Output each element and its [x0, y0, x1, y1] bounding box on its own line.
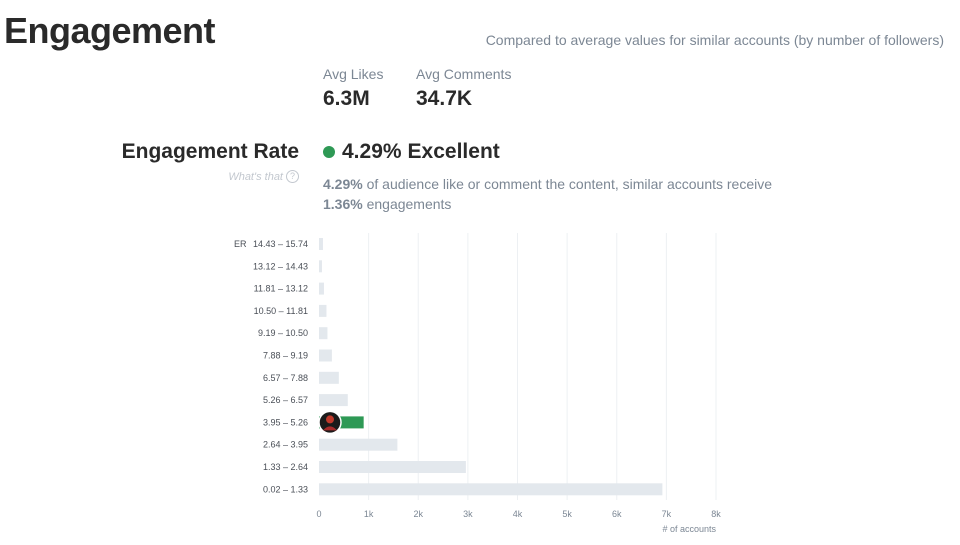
x-tick-label: 3k: [463, 509, 473, 519]
x-tick-label: 0: [316, 509, 321, 519]
page-title: Engagement: [4, 10, 216, 51]
bar: [319, 238, 323, 250]
bar: [319, 260, 322, 273]
engagement-rate-number: 4.29%: [342, 140, 402, 163]
category-label: 13.12 – 14.43: [253, 261, 308, 271]
avg-likes-label: Avg Likes: [323, 66, 384, 82]
engagement-description: 4.29% of audience like or comment the co…: [323, 174, 772, 214]
category-label: 1.33 – 2.64: [263, 462, 308, 472]
x-tick-label: 5k: [562, 509, 572, 519]
bar: [319, 371, 339, 384]
bar: [319, 304, 327, 317]
category-label: 0.02 – 1.33: [263, 484, 308, 494]
engagement-rate-value: 4.29% Excellent: [323, 140, 500, 164]
bar: [319, 483, 663, 496]
category-label: 10.50 – 11.81: [254, 306, 308, 316]
category-label: 7.88 – 9.19: [263, 351, 308, 361]
desc-similar: 1.36%: [323, 196, 363, 212]
avg-likes-value: 6.3M: [323, 87, 370, 110]
bar: [319, 461, 466, 473]
whats-that-link[interactable]: What's that ?: [228, 170, 299, 183]
x-tick-label: 7k: [662, 509, 672, 519]
bar: [319, 282, 324, 295]
x-tick-label: 1k: [364, 509, 374, 519]
category-label: 6.57 – 7.88: [263, 373, 308, 383]
x-tick-label: 4k: [513, 509, 523, 519]
category-label: 2.64 – 3.95: [263, 440, 308, 450]
desc-value: 4.29%: [323, 176, 363, 192]
bar: [319, 349, 332, 362]
bar: [319, 327, 328, 340]
desc-text-2: engagements: [362, 196, 452, 212]
x-tick-label: 8k: [711, 509, 721, 519]
avg-comments-value: 34.7K: [416, 87, 473, 110]
engagement-rate-label: Engagement Rate: [121, 140, 299, 163]
whats-that-text: What's that: [228, 170, 283, 183]
y-axis-label: ER: [234, 239, 247, 249]
avg-comments-label: Avg Comments: [416, 66, 512, 82]
category-label: 3.95 – 5.26: [263, 417, 308, 427]
bar: [319, 438, 398, 451]
x-axis-label: # of accounts: [662, 524, 716, 534]
category-label: 14.43 – 15.74: [253, 239, 308, 249]
x-tick-label: 6k: [612, 509, 622, 519]
engagement-rating: Excellent: [407, 140, 500, 163]
category-label: 5.26 – 6.57: [263, 395, 308, 405]
category-label: 9.19 – 10.50: [258, 328, 308, 338]
bar: [319, 394, 348, 407]
comparison-note: Compared to average values for similar a…: [485, 32, 944, 48]
status-dot-icon: [323, 146, 335, 158]
x-tick-label: 2k: [413, 509, 423, 519]
avg-comments-stat: Avg Comments 34.7K: [416, 66, 511, 111]
avg-likes-stat: Avg Likes 6.3M: [323, 66, 383, 111]
question-circle-icon[interactable]: ?: [286, 170, 299, 183]
avatar-face-icon: [326, 415, 334, 424]
category-label: 11.81 – 13.12: [254, 284, 308, 294]
desc-text-1: of audience like or comment the content,…: [362, 176, 773, 192]
avatar-body-icon: [323, 426, 337, 431]
